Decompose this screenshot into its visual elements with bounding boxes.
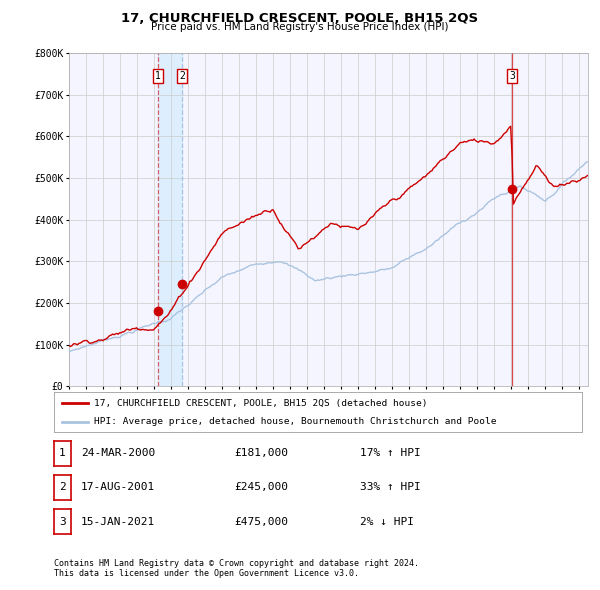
Text: 2: 2: [59, 483, 66, 492]
Text: Price paid vs. HM Land Registry's House Price Index (HPI): Price paid vs. HM Land Registry's House …: [151, 22, 449, 32]
Text: 17, CHURCHFIELD CRESCENT, POOLE, BH15 2QS: 17, CHURCHFIELD CRESCENT, POOLE, BH15 2Q…: [121, 12, 479, 25]
Text: 24-MAR-2000: 24-MAR-2000: [81, 448, 155, 458]
Text: 1: 1: [155, 71, 161, 81]
Text: 2% ↓ HPI: 2% ↓ HPI: [360, 517, 414, 526]
Text: HPI: Average price, detached house, Bournemouth Christchurch and Poole: HPI: Average price, detached house, Bour…: [94, 417, 496, 427]
Text: £181,000: £181,000: [234, 448, 288, 458]
Text: £245,000: £245,000: [234, 483, 288, 492]
Text: 17-AUG-2001: 17-AUG-2001: [81, 483, 155, 492]
Text: £475,000: £475,000: [234, 517, 288, 526]
Text: 33% ↑ HPI: 33% ↑ HPI: [360, 483, 421, 492]
Text: 15-JAN-2021: 15-JAN-2021: [81, 517, 155, 526]
Text: Contains HM Land Registry data © Crown copyright and database right 2024.: Contains HM Land Registry data © Crown c…: [54, 559, 419, 568]
Text: 1: 1: [59, 448, 66, 458]
Bar: [158, 53, 182, 386]
Text: 2: 2: [179, 71, 185, 81]
Text: 3: 3: [59, 517, 66, 526]
Text: 17, CHURCHFIELD CRESCENT, POOLE, BH15 2QS (detached house): 17, CHURCHFIELD CRESCENT, POOLE, BH15 2Q…: [94, 398, 427, 408]
Text: 3: 3: [509, 71, 515, 81]
Text: This data is licensed under the Open Government Licence v3.0.: This data is licensed under the Open Gov…: [54, 569, 359, 578]
Text: 17% ↑ HPI: 17% ↑ HPI: [360, 448, 421, 458]
